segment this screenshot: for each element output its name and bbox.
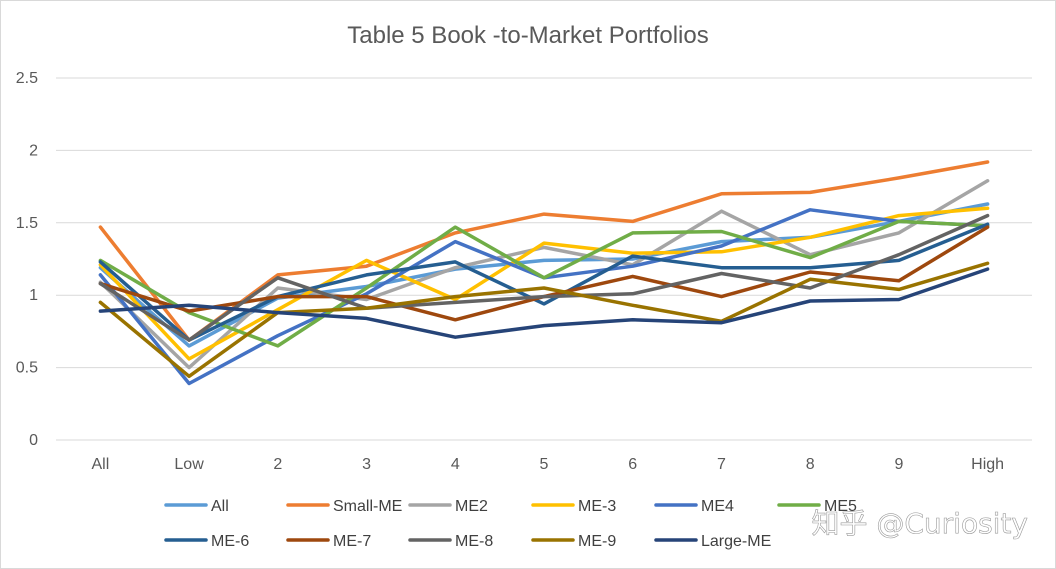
legend-item-small-me: Small-ME xyxy=(286,498,402,515)
chart-title: Table 5 Book -to-Market Portfolios xyxy=(347,22,709,49)
legend-label: ME-6 xyxy=(211,533,249,550)
legend-label: All xyxy=(211,498,229,515)
x-tick-label: 5 xyxy=(540,456,549,473)
x-tick-label: 2 xyxy=(273,456,282,473)
legend: All Small-ME ME2 ME-3 ME4 ME5 ME-6 ME-7 ME-8 ME-9… xyxy=(164,498,857,550)
y-tick-label: 0 xyxy=(29,432,38,449)
legend-label: ME2 xyxy=(455,498,488,515)
watermark: 知乎 @Curiosity xyxy=(811,507,1028,540)
legend-label: ME5 xyxy=(824,498,857,515)
x-axis-ticks: All Low 2 3 4 5 6 7 8 9 High xyxy=(91,456,1004,473)
legend-item-all: All xyxy=(164,498,229,515)
legend-item-me-9: ME-9 xyxy=(531,533,616,550)
y-tick-label: 1 xyxy=(29,287,38,304)
x-tick-label: Low xyxy=(174,456,204,473)
legend-label: Large-ME xyxy=(701,533,771,550)
legend-label: ME-9 xyxy=(578,533,616,550)
series-line-large-me xyxy=(98,267,990,339)
x-tick-label: 7 xyxy=(717,456,726,473)
legend-label: Small-ME xyxy=(333,498,402,515)
series-line-me-3 xyxy=(98,206,990,361)
legend-label: ME-8 xyxy=(455,533,493,550)
legend-label: ME-7 xyxy=(333,533,371,550)
y-axis-ticks: 0 0.5 1 1.5 2 2.5 xyxy=(16,70,38,449)
legend-item-me-6: ME-6 xyxy=(164,533,249,550)
x-tick-label: 6 xyxy=(628,456,637,473)
series-lines xyxy=(98,160,990,386)
series-line-me-8 xyxy=(98,213,990,342)
x-tick-label: 4 xyxy=(451,456,460,473)
legend-item-me-8: ME-8 xyxy=(408,533,493,550)
x-tick-label: 8 xyxy=(806,456,815,473)
legend-item-large-me: Large-ME xyxy=(654,533,771,550)
y-tick-label: 2 xyxy=(29,142,38,159)
x-tick-label: High xyxy=(971,456,1004,473)
legend-item-me5: ME5 xyxy=(777,498,857,515)
legend-item-me4: ME4 xyxy=(654,498,734,515)
y-tick-label: 0.5 xyxy=(16,360,38,377)
x-tick-label: All xyxy=(91,456,109,473)
legend-item-me2: ME2 xyxy=(408,498,488,515)
legend-label: ME4 xyxy=(701,498,734,515)
series-line-me2 xyxy=(98,179,990,370)
series-line-me-9 xyxy=(98,261,990,379)
legend-item-me-7: ME-7 xyxy=(286,533,371,550)
legend-label: ME-3 xyxy=(578,498,616,515)
x-tick-label: 3 xyxy=(362,456,371,473)
y-tick-label: 2.5 xyxy=(16,70,38,87)
y-tick-label: 1.5 xyxy=(16,215,38,232)
legend-item-me-3: ME-3 xyxy=(531,498,616,515)
x-tick-label: 9 xyxy=(894,456,903,473)
